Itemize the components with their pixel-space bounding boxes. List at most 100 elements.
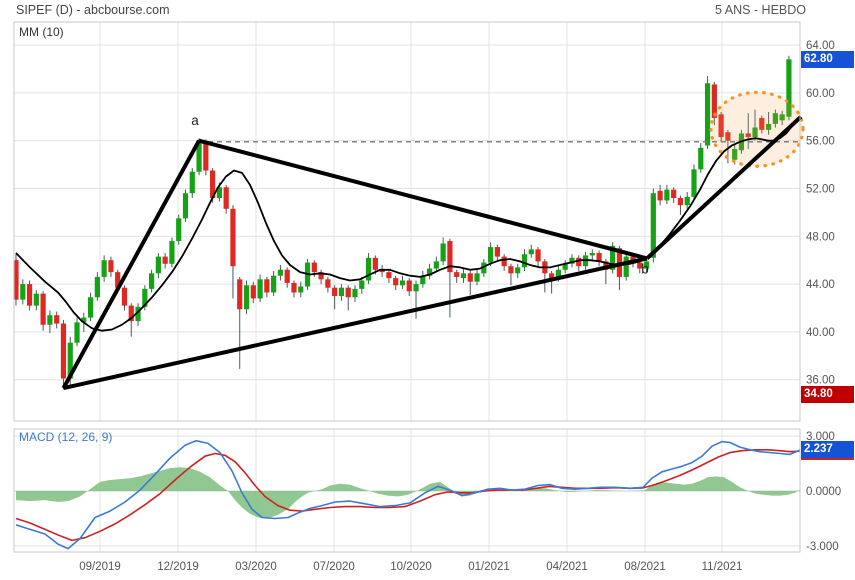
candle-up <box>772 113 778 124</box>
candle-up <box>779 114 785 121</box>
candle-up <box>182 193 189 219</box>
candle-up <box>528 249 534 255</box>
annotation-letter: b <box>641 261 649 276</box>
candle-up <box>20 284 26 300</box>
macd-axis-label: -3.000 <box>806 541 839 553</box>
candle-up <box>684 196 690 206</box>
candle-up <box>474 273 480 282</box>
candle-up <box>142 288 148 307</box>
candle-down <box>759 117 765 130</box>
candle-up <box>94 276 100 298</box>
candle-up <box>765 123 772 130</box>
timeframe-label: 5 ANS - HEBDO <box>715 3 806 17</box>
date-axis-label: 07/2020 <box>313 561 355 573</box>
candle-down <box>325 279 331 288</box>
mm10-line <box>15 117 799 332</box>
date-axis-label: 08/2021 <box>624 561 666 573</box>
candle-up <box>521 254 528 268</box>
candle-down <box>108 260 114 273</box>
candle-up <box>440 243 446 262</box>
macd-series[interactable] <box>15 439 801 550</box>
candle-down <box>60 323 67 379</box>
candle-down <box>549 273 555 279</box>
candle-down <box>596 253 602 262</box>
candle-down <box>230 208 236 267</box>
trend-line-rise-to-a <box>61 139 201 390</box>
candle-down <box>386 272 392 279</box>
candle-down <box>318 272 324 280</box>
date-axis-label: 10/2020 <box>390 561 432 573</box>
candle-up <box>420 275 426 285</box>
date-axis-label: 11/2021 <box>702 561 743 573</box>
candle-up <box>243 285 250 310</box>
candle-down <box>128 305 134 322</box>
candle-down <box>637 262 643 269</box>
candle-down <box>291 282 297 293</box>
mm-indicator-label: MM (10) <box>19 25 64 39</box>
macd-panel-border <box>13 428 801 553</box>
candle-down <box>467 273 473 282</box>
date-axis-label: 04/2021 <box>546 561 588 573</box>
price-axis-label: 52.00 <box>806 183 835 195</box>
candle-up <box>277 269 284 276</box>
highlight-ellipse <box>709 90 805 168</box>
trend-line-support-to-b <box>63 256 648 391</box>
candlestick-series[interactable] <box>13 55 792 390</box>
candle-up <box>359 280 365 289</box>
price-axis-label: 64.00 <box>806 40 835 52</box>
last-price-badge: 62.80 <box>801 50 854 68</box>
candle-up <box>691 169 697 197</box>
candle-up <box>515 267 521 274</box>
candle-up <box>149 273 155 289</box>
candle-down <box>501 256 507 267</box>
candle-down <box>406 280 412 292</box>
date-axis-label: 03/2020 <box>235 561 277 573</box>
macd-axis-label: 3.000 <box>806 431 835 443</box>
candle-up <box>271 275 277 293</box>
candle-down <box>494 247 500 257</box>
candle-down <box>671 189 677 199</box>
date-axis-label: 12/2019 <box>157 561 199 573</box>
candle-down <box>718 114 724 138</box>
candle-up <box>352 288 358 298</box>
candle-up <box>433 261 439 269</box>
candle-up <box>257 279 263 299</box>
candle-up <box>650 193 656 258</box>
macd-histogram <box>16 467 800 519</box>
trend-line-breakout-from-b <box>645 115 803 260</box>
candle-down <box>115 272 121 288</box>
candle-down <box>576 257 582 267</box>
candle-down <box>203 141 209 171</box>
candle-up <box>135 306 141 322</box>
candle-up <box>562 263 568 270</box>
candle-down <box>745 133 751 138</box>
candle-down <box>284 269 290 283</box>
candle-up <box>488 247 494 263</box>
candle-down <box>162 256 168 264</box>
candle-up <box>196 141 202 172</box>
candle-up <box>87 297 94 318</box>
candle-up <box>643 261 650 269</box>
candle-up <box>752 127 758 138</box>
candle-up <box>664 189 670 201</box>
candle-up <box>555 269 561 279</box>
candle-up <box>704 83 711 146</box>
candle-up <box>176 218 182 242</box>
candle-up <box>426 268 433 276</box>
date-axis-label: 09/2019 <box>79 561 121 573</box>
candle-up <box>623 256 629 277</box>
instrument-title: SIPEF (D) - abcbourse.com <box>16 3 170 17</box>
candle-up <box>81 317 87 323</box>
candle-up <box>155 256 161 274</box>
candle-down <box>508 266 514 274</box>
macd-axis-label: 0.0000 <box>806 486 841 498</box>
candle-up <box>481 262 487 274</box>
candle-down <box>26 284 33 306</box>
candle-up <box>101 260 107 277</box>
candle-down <box>535 249 541 262</box>
candle-up <box>413 284 419 292</box>
candle-up <box>569 257 575 264</box>
price-axis-label: 48.00 <box>806 231 835 243</box>
candle-down <box>393 278 399 286</box>
